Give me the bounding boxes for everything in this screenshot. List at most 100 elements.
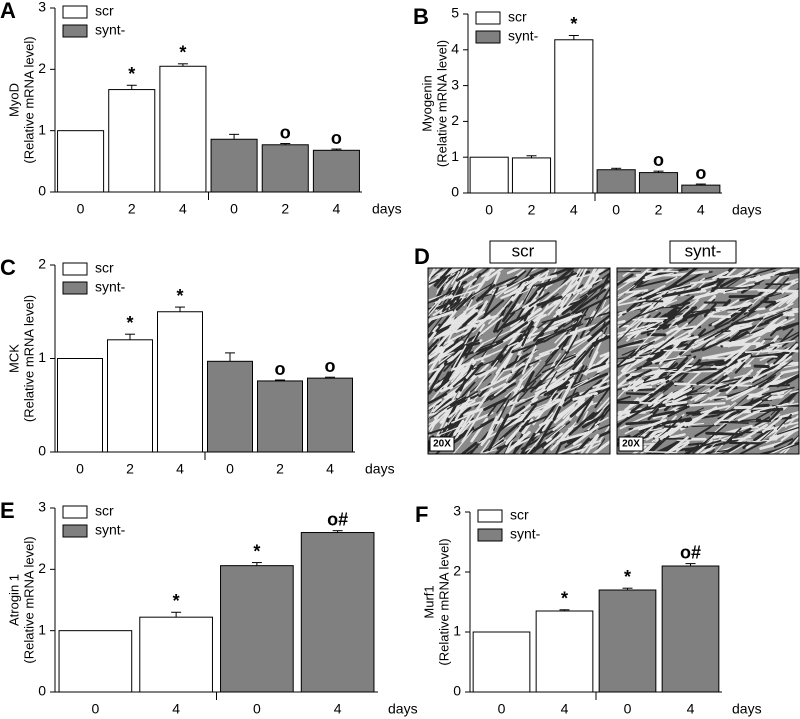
cell (686, 402, 726, 407)
cell (428, 401, 438, 420)
cell (746, 291, 774, 317)
cell (726, 303, 753, 324)
cell (501, 314, 527, 328)
cell (556, 268, 576, 282)
cell (731, 436, 752, 441)
cell (639, 342, 654, 351)
panel-letter: C (0, 255, 16, 280)
x-tick-label: 2 (528, 202, 536, 218)
x-tick-label: 0 (91, 701, 99, 717)
cell (670, 325, 697, 331)
cell (700, 393, 719, 404)
image-frame (427, 267, 611, 455)
cell (762, 370, 786, 390)
panel-letter: B (413, 4, 429, 29)
cell (455, 362, 484, 393)
cell (617, 374, 632, 389)
y-tick-label: 2 (38, 560, 46, 576)
cell (460, 381, 476, 398)
error-bar (125, 333, 135, 340)
cell (522, 298, 537, 309)
cell (489, 389, 507, 401)
cell (625, 420, 661, 426)
cell (744, 349, 782, 354)
x-tick-label: 4 (570, 202, 578, 218)
cell (635, 277, 676, 289)
cell (596, 364, 610, 374)
bar (472, 631, 531, 693)
y-axis-label: Atrogin 1 (6, 574, 21, 626)
cell (454, 397, 471, 421)
cell (534, 352, 551, 360)
bar (661, 565, 720, 693)
cell (713, 407, 736, 426)
legend-label: synt- (508, 28, 539, 44)
image-label: scr (512, 241, 535, 260)
cell (494, 275, 530, 296)
cell (765, 421, 799, 431)
magnification-box (429, 436, 455, 452)
x-tick-label: 4 (697, 202, 705, 218)
error-bar (325, 376, 335, 379)
y-tick-label: 4 (451, 41, 459, 57)
cell (534, 398, 562, 417)
cell (728, 386, 755, 400)
cell (428, 345, 444, 357)
cell (527, 441, 547, 454)
cell (638, 418, 667, 431)
cell (665, 276, 678, 284)
cell (570, 448, 586, 454)
cell (705, 431, 743, 436)
bar (638, 172, 679, 194)
cell (588, 321, 606, 358)
bar (535, 610, 594, 693)
cell (736, 339, 766, 369)
cell (710, 364, 752, 370)
y-tick-label: 0 (38, 443, 46, 459)
micrograph (617, 268, 799, 454)
cell (565, 335, 593, 354)
error-bar (225, 352, 235, 362)
legend-swatch (477, 509, 503, 523)
cell (511, 339, 549, 354)
cell (437, 346, 464, 367)
significance-mark: * (173, 591, 180, 611)
cell (723, 427, 742, 446)
cell (661, 443, 678, 454)
cell (518, 320, 533, 342)
y-tick-label: 1 (453, 623, 461, 639)
significance-mark: o (325, 356, 336, 376)
cell (494, 414, 520, 425)
cell (521, 359, 540, 369)
cell (617, 284, 635, 300)
x-tick-label: 0 (485, 202, 493, 218)
x-tick-label: 2 (126, 461, 134, 477)
cell (787, 434, 799, 447)
x-tick-label: 0 (498, 701, 506, 717)
cell (692, 335, 715, 349)
cell (526, 278, 539, 289)
cell (782, 280, 799, 290)
y-tick-label: 2 (453, 563, 461, 579)
bar (220, 565, 294, 693)
x-axis-label: days (388, 701, 418, 717)
cell (728, 400, 763, 422)
cell (570, 364, 585, 389)
cell (450, 268, 466, 293)
cell (592, 304, 610, 319)
cell (755, 268, 789, 283)
cell (548, 363, 583, 389)
cell (634, 268, 652, 281)
cell (554, 353, 567, 369)
cell (641, 366, 659, 369)
cell (759, 441, 784, 450)
cell (598, 423, 610, 430)
cell (570, 297, 588, 311)
legend-label: scr (508, 9, 527, 25)
bar (57, 358, 103, 453)
cell (572, 271, 601, 281)
cell (690, 347, 706, 353)
cell (617, 328, 632, 344)
legend-swatch (477, 528, 503, 542)
cell (539, 280, 569, 306)
